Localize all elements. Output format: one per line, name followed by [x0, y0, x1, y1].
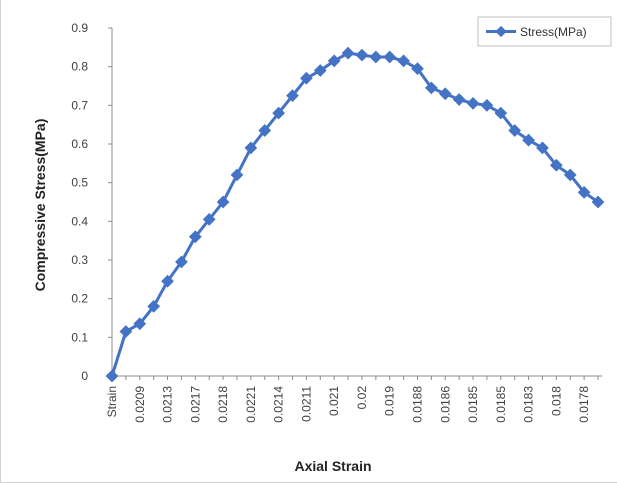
data-point [258, 124, 272, 137]
data-point [230, 168, 244, 182]
data-point [202, 213, 216, 226]
x-tick-label: 0.0185 [494, 386, 508, 423]
y-axis-ticks: 0 0.1 0.2 0.3 0.4 0.5 0.6 0.7 0.8 0.9 [71, 21, 112, 383]
x-tick-label: 0.0211 [299, 386, 313, 422]
data-point [438, 87, 452, 101]
x-axis-ticks: Strain 0.0209 0.0213 0.0217 0.0218 0.0221 0.02… [105, 376, 599, 423]
y-tick-label: 0.2 [71, 292, 88, 306]
y-tick-label: 0.7 [71, 98, 88, 112]
y-tick-label: 0.5 [71, 176, 88, 190]
data-point [300, 71, 313, 85]
x-tick-label: 0.019 [383, 386, 397, 416]
data-point [161, 274, 174, 288]
data-point [508, 124, 522, 137]
x-tick-label: 0.0183 [522, 386, 536, 423]
x-tick-label: 0.0221 [244, 386, 258, 423]
y-tick-label: 0 [81, 369, 88, 383]
data-point [105, 369, 119, 383]
data-point [188, 230, 202, 244]
y-tick-label: 0.3 [71, 253, 88, 267]
data-point [341, 46, 355, 60]
x-tick-label: 0.0186 [438, 386, 452, 423]
legend-label: Stress(MPa) [520, 25, 587, 39]
data-point [494, 106, 508, 120]
x-tick-label: Strain [105, 386, 119, 417]
x-axis-title: Axial Strain [294, 458, 371, 474]
data-point [355, 48, 369, 62]
series-markers [105, 46, 605, 383]
data-point [244, 141, 258, 155]
data-point [466, 97, 480, 110]
data-point [175, 255, 188, 269]
data-point [147, 300, 161, 313]
data-point [452, 93, 466, 106]
x-tick-label: 0.02 [355, 386, 369, 410]
x-tick-label: 0.0217 [188, 386, 202, 423]
data-point [133, 317, 147, 331]
x-tick-label: 0.0178 [577, 386, 591, 423]
y-tick-label: 0.4 [71, 214, 88, 228]
series-line-stress [110, 51, 600, 378]
y-tick-label: 0.6 [71, 137, 88, 151]
y-tick-label: 0.1 [71, 330, 88, 344]
data-point [383, 50, 397, 64]
x-tick-label: 0.0188 [410, 386, 424, 423]
data-point [397, 54, 410, 68]
y-tick-label: 0.9 [71, 21, 88, 35]
legend: Stress(MPa) [477, 16, 612, 47]
y-tick-label: 0.8 [71, 60, 88, 74]
data-point [327, 54, 341, 68]
data-point [313, 64, 327, 77]
x-tick-label: 0.0209 [133, 386, 147, 423]
data-point [286, 89, 299, 103]
x-tick-label: 0.0213 [161, 386, 175, 423]
x-tick-label: 0.0218 [216, 386, 230, 423]
data-point [411, 62, 424, 75]
x-tick-label: 0.0185 [466, 386, 480, 423]
data-point [425, 81, 438, 95]
x-tick-label: 0.021 [327, 386, 341, 416]
data-point [216, 195, 230, 209]
data-point [369, 50, 383, 64]
x-tick-label: 0.018 [549, 386, 563, 416]
data-point [272, 106, 285, 120]
data-point [480, 98, 494, 112]
data-point [119, 325, 133, 338]
y-axis-title: Compressive Stress(MPa) [32, 119, 48, 292]
x-tick-label: 0.0214 [272, 386, 286, 423]
